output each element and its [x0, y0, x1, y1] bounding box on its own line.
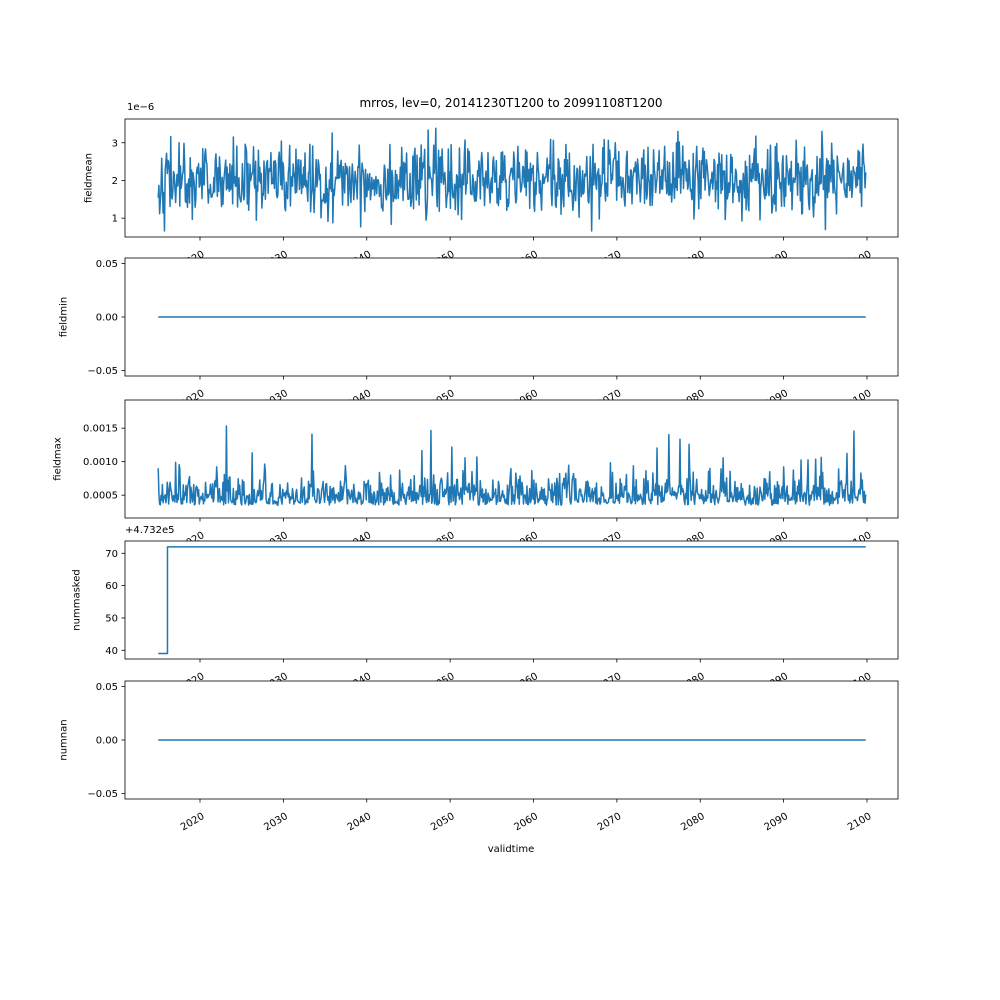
y-tick-label-fieldmax: 0.0015	[83, 424, 118, 435]
axes-spines-nummasked	[124, 540, 899, 660]
y-tick-label-fieldmax: 0.0005	[83, 491, 118, 502]
ylabel-fieldmin: fieldmin	[58, 296, 70, 338]
y-tick-label-fieldmean: 2	[112, 176, 118, 187]
axes-background-nummasked	[125, 541, 898, 659]
y-tick-label-numnan: −0.05	[87, 789, 118, 800]
y-tick-label-nummasked: 50	[105, 613, 118, 624]
x-tick-label-numnan: 2090	[763, 811, 791, 833]
y-tick-label-fieldmin: −0.05	[87, 366, 118, 377]
y-tick-label-numnan: 0.00	[96, 736, 118, 747]
ylabel-fieldmax: fieldmax	[52, 437, 64, 481]
y-scale-label-fieldmean: 1e−6	[127, 102, 155, 113]
x-tick-label-numnan: 2100	[846, 811, 874, 833]
axes-spines-fieldmax	[124, 399, 899, 519]
y-tick-label-nummasked: 60	[105, 581, 118, 592]
subplot-numnan: 0.05 0.00 −0.05 2020 2030 2040 2050 2060 2070 208…	[87, 680, 899, 833]
x-tick-label-numnan: 2080	[679, 811, 707, 833]
series-line-fieldmean	[157, 127, 867, 232]
x-tick-label-numnan: 2070	[596, 811, 624, 833]
y-tick-label-fieldmin: 0.05	[96, 259, 118, 270]
series-line-nummasked	[158, 546, 866, 655]
y-tick-label-nummasked: 70	[105, 549, 118, 560]
axes-spines-fieldmean	[124, 118, 899, 238]
y-tick-label-fieldmax: 0.0010	[83, 457, 118, 468]
subplot-fieldmean: 123202020302040205020602070208020902100	[112, 118, 899, 271]
y-tick-label-nummasked: 40	[105, 646, 118, 657]
y-tick-label-fieldmin: 0.00	[96, 313, 118, 324]
subplot-nummasked: 7060504020202030204020502060207020802090…	[105, 540, 899, 693]
chart-title: mrros, lev=0, 20141230T1200 to 20991108T…	[359, 96, 663, 110]
x-tick-label-numnan: 2030	[262, 811, 290, 833]
ylabel-numnan: numnan	[58, 719, 70, 761]
y-tick-label-fieldmean: 3	[112, 138, 118, 149]
series-line-fieldmax	[157, 425, 867, 506]
y-tick-label-numnan: 0.05	[96, 682, 118, 693]
x-tick-label-numnan: 2060	[512, 811, 540, 833]
ylabel-fieldmean: fieldmean	[83, 153, 95, 203]
xlabel: validtime	[487, 844, 535, 855]
x-tick-label-numnan: 2050	[429, 811, 457, 833]
subplot-fieldmax: 0.00150.00100.00052020203020402050206020…	[83, 399, 899, 552]
x-tick-label-numnan: 2020	[179, 811, 207, 833]
y-tick-label-fieldmean: 1	[112, 214, 118, 225]
y-offset-label-nummasked: +4.732e5	[125, 525, 175, 536]
ylabel-nummasked: nummasked	[71, 569, 83, 631]
x-tick-label-numnan: 2040	[346, 811, 374, 833]
